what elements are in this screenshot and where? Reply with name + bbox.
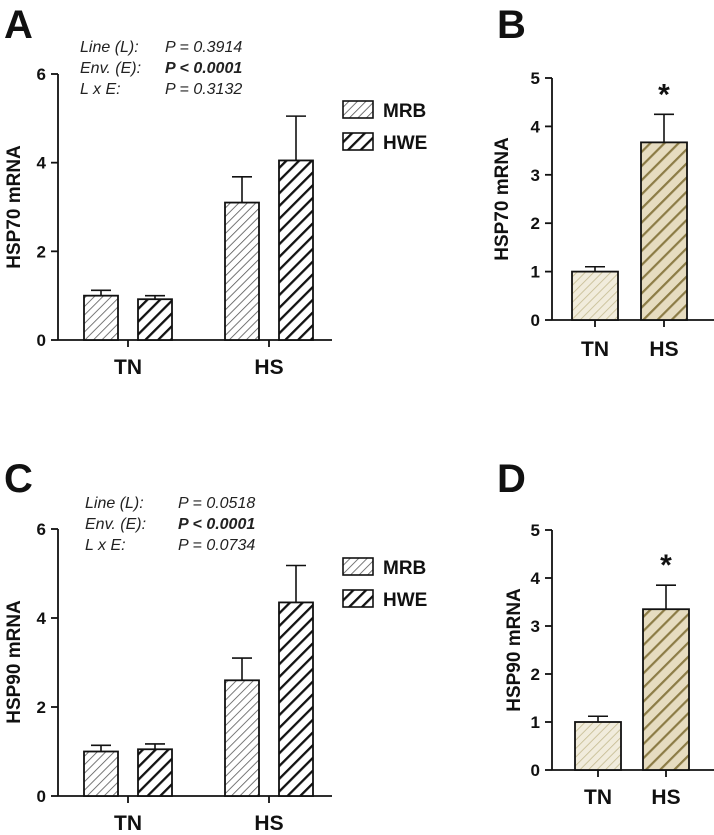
panel-a: A HSP70 mRNA 0 2 4 6 TN HS MRB HWE Line (L): P = 0.… [4,3,427,379]
y-tick-label-b-3: 3 [531,166,540,185]
panel-b: B HSP70 mRNA 0 1 2 3 4 5 TN HS * [492,3,714,361]
y-tick-label-c-1: 2 [37,698,46,717]
bar-c-mrb-1 [224,679,260,797]
stat-label-c-0: Line (L): [85,495,144,512]
y-tick-label-b-0: 0 [531,311,540,330]
bar-a-hwe-0 [137,298,173,341]
bar-a-mrb-1 [224,201,260,341]
category-label-a-1: HS [254,356,283,379]
y-tick-label-d-0: 0 [531,761,540,780]
stat-value-c-0: P = 0.0518 [178,495,255,512]
y-tick-label-c-0: 0 [37,787,46,806]
bar-a-hwe-1 [278,159,314,341]
bar-d-tn [574,721,622,771]
y-tick-label-d-4: 4 [531,569,541,588]
panel-label-d: D [497,457,526,501]
significance-star-b: * [658,78,670,111]
y-tick-label-d-1: 1 [531,713,540,732]
panel-label-c: C [4,457,33,501]
legend-label-c-1: HWE [383,590,427,611]
panel-c: C HSP90 mRNA 0 2 4 6 TN HS MRB HWE Line (L): P = 0.… [4,457,427,835]
stat-value-a-0: P = 0.3914 [165,39,242,56]
legend-label-a-0: MRB [383,101,426,122]
legend-swatch-c-0 [342,557,374,576]
stat-value-c-1: P < 0.0001 [178,516,255,533]
stat-label-c-2: L x E: [85,537,126,554]
legend-swatch-a-1 [342,132,374,151]
y-axis-label-a: HSP70 mRNA [4,145,25,269]
y-tick-label-b-2: 2 [531,214,540,233]
category-label-c-0: TN [114,812,142,835]
significance-star-d: * [660,549,672,582]
bar-d-hs [642,608,690,771]
stat-label-c-1: Env. (E): [85,516,146,533]
bar-c-mrb-0 [83,750,119,797]
category-label-d-1: HS [651,786,680,809]
y-tick-label-d-2: 2 [531,665,540,684]
y-tick-label-d-5: 5 [531,521,540,540]
stat-value-a-1: P < 0.0001 [165,60,242,77]
y-tick-label-d-3: 3 [531,617,540,636]
stat-label-a-2: L x E: [80,81,121,98]
y-tick-label-b-4: 4 [531,117,541,136]
bar-c-hwe-1 [278,601,314,797]
category-label-d-0: TN [584,786,612,809]
y-tick-label-a-0: 0 [37,331,46,350]
y-axis-label-c: HSP90 mRNA [4,600,25,724]
category-label-b-0: TN [581,338,609,361]
category-label-b-1: HS [649,338,678,361]
stat-label-a-1: Env. (E): [80,60,141,77]
y-tick-label-a-3: 6 [37,65,46,84]
y-axis-label-b: HSP70 mRNA [492,137,513,261]
legend-label-a-1: HWE [383,133,427,154]
bar-b-tn [571,270,619,321]
stat-label-a-0: Line (L): [80,39,139,56]
bar-a-mrb-0 [83,294,119,341]
y-tick-label-a-1: 2 [37,242,46,261]
panel-label-b: B [497,3,526,47]
panel-d: D HSP90 mRNA 0 1 2 3 4 5 TN HS * [497,457,714,809]
category-label-a-0: TN [114,356,142,379]
y-tick-label-b-1: 1 [531,263,540,282]
stat-value-a-2: P = 0.3132 [165,81,242,98]
category-label-c-1: HS [254,812,283,835]
y-tick-label-c-2: 4 [37,609,47,628]
bar-b-hs [640,141,688,321]
y-axis-label-d: HSP90 mRNA [504,588,525,712]
y-tick-label-b-5: 5 [531,69,540,88]
legend-swatch-c-1 [342,589,374,608]
bar-c-hwe-0 [137,748,173,797]
y-tick-label-c-3: 6 [37,520,46,539]
legend-label-c-0: MRB [383,558,426,579]
stat-value-c-2: P = 0.0734 [178,537,255,554]
y-tick-label-a-2: 4 [37,154,47,173]
panel-label-a: A [4,3,33,47]
legend-swatch-a-0 [342,100,374,119]
